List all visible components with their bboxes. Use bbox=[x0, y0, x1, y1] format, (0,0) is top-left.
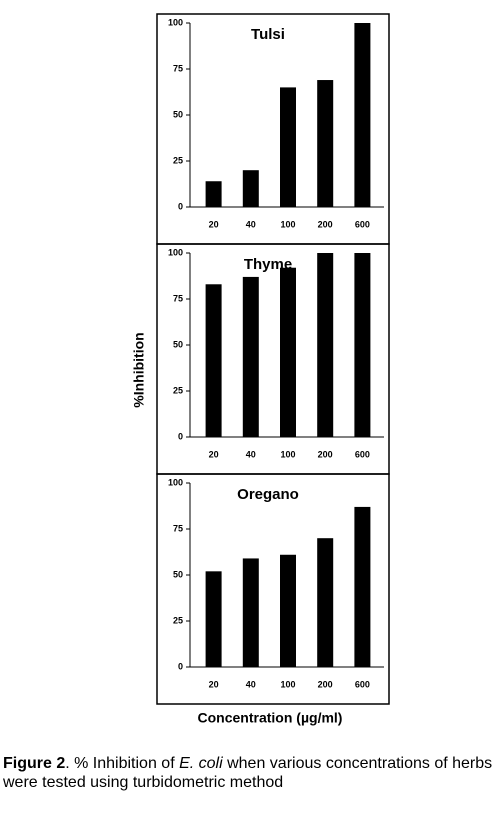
x-tick-label: 600 bbox=[355, 679, 370, 689]
bar bbox=[354, 23, 371, 207]
y-tick-label: 75 bbox=[173, 523, 183, 533]
y-tick-label: 75 bbox=[173, 63, 183, 73]
bar bbox=[280, 554, 296, 667]
x-tick-label: 40 bbox=[246, 219, 256, 229]
panel-frame bbox=[156, 473, 390, 705]
bar bbox=[205, 571, 222, 667]
bar bbox=[280, 267, 296, 437]
bar bbox=[317, 80, 334, 207]
bar bbox=[205, 181, 222, 207]
y-tick-label: 50 bbox=[173, 339, 183, 349]
x-tick-label: 20 bbox=[209, 679, 219, 689]
x-tick-label: 100 bbox=[280, 219, 295, 229]
x-tick-label: 600 bbox=[355, 449, 370, 459]
y-tick-label: 100 bbox=[168, 477, 183, 487]
x-tick-label: 40 bbox=[246, 449, 256, 459]
x-tick-label: 600 bbox=[355, 219, 370, 229]
x-tick-label: 200 bbox=[318, 219, 333, 229]
bar bbox=[205, 284, 222, 437]
x-tick-label: 200 bbox=[318, 449, 333, 459]
bar bbox=[242, 558, 259, 667]
y-tick-label: 100 bbox=[168, 17, 183, 27]
chart: %Inhibition Concentration (µg/ml) Tulsi 0… bbox=[131, 13, 390, 726]
bar bbox=[354, 506, 371, 667]
y-axis-label: %Inhibition bbox=[131, 332, 147, 407]
x-tick-label: 100 bbox=[280, 449, 295, 459]
y-tick-label: 25 bbox=[173, 615, 183, 625]
caption-italic: E. coli bbox=[179, 755, 223, 772]
y-tick-label: 25 bbox=[173, 385, 183, 395]
bar bbox=[317, 253, 334, 437]
bar bbox=[354, 253, 371, 437]
y-tick-label: 75 bbox=[173, 293, 183, 303]
x-tick-label: 40 bbox=[246, 679, 256, 689]
y-tick-label: 50 bbox=[173, 569, 183, 579]
caption-label: Figure 2 bbox=[3, 755, 66, 772]
chart-title: Tulsi bbox=[251, 26, 285, 43]
x-axis-label: Concentration (µg/ml) bbox=[198, 710, 343, 726]
caption-text: . % Inhibition of bbox=[65, 755, 180, 772]
x-tick-label: 200 bbox=[318, 679, 333, 689]
x-tick-label: 20 bbox=[209, 449, 219, 459]
caption-text: when various concentrations of herbs wer… bbox=[3, 755, 493, 791]
x-tick-label: 20 bbox=[209, 219, 219, 229]
y-tick-label: 0 bbox=[178, 201, 183, 211]
y-tick-label: 25 bbox=[173, 155, 183, 165]
panel-frame bbox=[156, 13, 390, 245]
panel-frame bbox=[156, 243, 390, 475]
y-tick-label: 50 bbox=[173, 109, 183, 119]
bar bbox=[242, 170, 259, 207]
x-tick-label: 100 bbox=[280, 679, 295, 689]
bar bbox=[280, 87, 296, 207]
bar bbox=[317, 538, 334, 667]
caption: Figure 2. % Inhibition of E. coli when v… bbox=[3, 754, 497, 792]
y-tick-label: 0 bbox=[178, 661, 183, 671]
y-tick-label: 0 bbox=[178, 431, 183, 441]
chart-title: Oregano bbox=[237, 486, 299, 503]
bar bbox=[242, 276, 259, 437]
y-tick-label: 100 bbox=[168, 247, 183, 257]
